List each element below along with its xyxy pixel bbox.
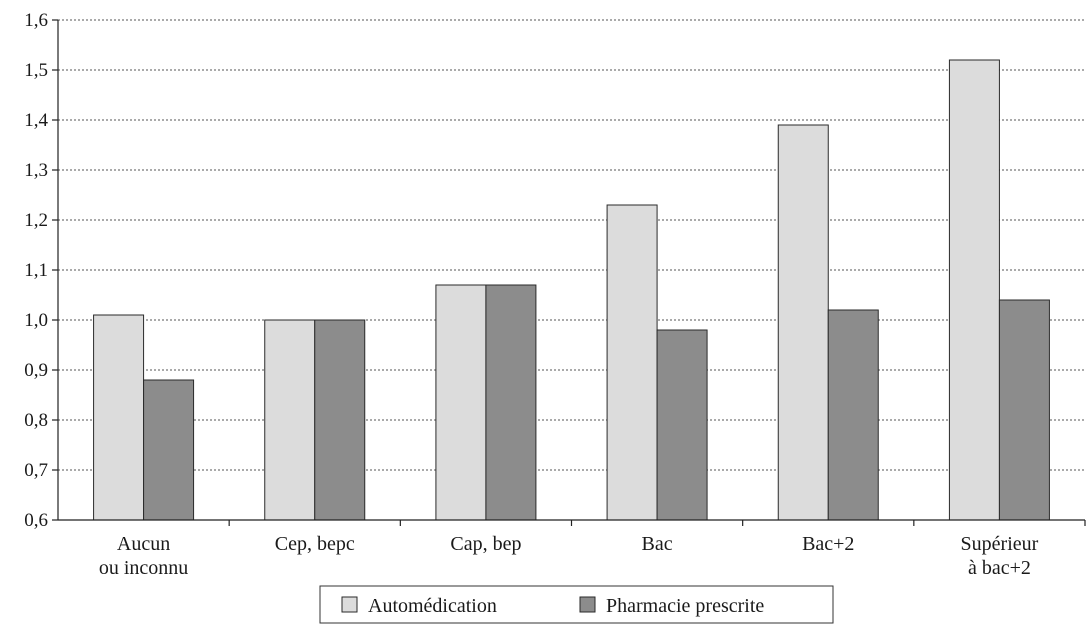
bar-pharmacie-prescrite bbox=[827, 309, 879, 521]
y-tick-label: 1,2 bbox=[24, 210, 48, 231]
y-tick-label: 1,0 bbox=[24, 310, 48, 331]
y-tick-label: 0,7 bbox=[24, 460, 48, 481]
bar-automedication bbox=[435, 284, 487, 521]
axes bbox=[52, 19, 1086, 526]
y-tick-label: 1,6 bbox=[24, 10, 48, 31]
bar-pharmacie-prescrite bbox=[998, 299, 1050, 521]
bar-automedication bbox=[93, 314, 145, 521]
bar-automedication bbox=[777, 124, 829, 521]
bar-automedication bbox=[606, 204, 658, 521]
y-tick-label: 0,8 bbox=[24, 410, 48, 431]
legend-label: Pharmacie prescrite bbox=[606, 595, 764, 617]
category-label: Bac+2 bbox=[802, 533, 854, 555]
bar-automedication bbox=[948, 59, 1000, 521]
bars bbox=[93, 59, 1050, 521]
legend: Automédication Pharmacie prescrite bbox=[319, 585, 834, 624]
y-tick-label: 1,3 bbox=[24, 160, 48, 181]
category-label: Supérieur bbox=[961, 533, 1039, 555]
y-tick-label: 1,5 bbox=[24, 60, 48, 81]
legend-label: Automédication bbox=[368, 595, 497, 617]
category-label: Cep, bepc bbox=[275, 533, 355, 555]
y-tick-label: 0,9 bbox=[24, 360, 48, 381]
y-tick-label: 1,4 bbox=[24, 110, 48, 131]
bar-pharmacie-prescrite bbox=[143, 379, 195, 521]
category-label: ou inconnu bbox=[99, 557, 188, 579]
category-label: Cap, bep bbox=[450, 533, 521, 555]
y-tick-labels: 0,6 0,7 0,8 0,9 1,0 1,1 1,2 1,3 1,4 1,5 1,6 bbox=[24, 10, 48, 531]
category-label: à bac+2 bbox=[968, 557, 1031, 579]
y-tick-label: 1,1 bbox=[24, 260, 48, 281]
category-label: Bac bbox=[642, 533, 673, 555]
legend-box bbox=[319, 585, 834, 624]
grid-lines bbox=[58, 19, 1085, 471]
y-tick-label: 0,6 bbox=[24, 510, 48, 531]
legend-swatch bbox=[341, 596, 358, 613]
category-label: Aucun bbox=[117, 533, 170, 555]
legend-swatch bbox=[579, 596, 596, 613]
bar-pharmacie-prescrite bbox=[314, 319, 366, 521]
bar-automedication bbox=[264, 319, 316, 521]
bar-pharmacie-prescrite bbox=[485, 284, 537, 521]
bar-pharmacie-prescrite bbox=[656, 329, 708, 521]
